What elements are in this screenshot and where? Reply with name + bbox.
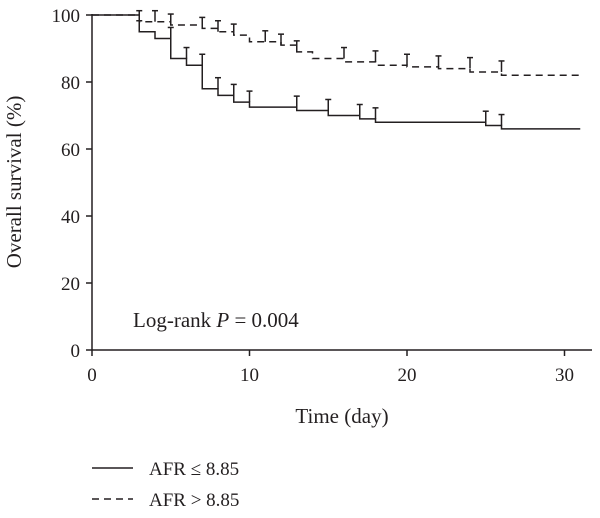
censor-mark-series-1: [215, 76, 221, 89]
censor-mark-series-2: [341, 46, 347, 59]
legend: AFR ≤ 8.85 AFR > 8.85: [92, 459, 239, 511]
x-tick-label: 0: [87, 365, 97, 386]
y-tick-label: 0: [71, 341, 81, 362]
y-tick-label: 40: [61, 207, 80, 228]
censor-mark-series-1: [167, 26, 174, 39]
censor-mark-series-2: [262, 30, 269, 42]
censor-mark-series-1: [199, 53, 206, 66]
series-line-1: [92, 14, 581, 130]
censor-mark-series-2: [230, 23, 237, 36]
y-tick-label: 100: [52, 6, 81, 27]
censor-mark-series-2: [467, 56, 473, 69]
censor-mark-series-1: [482, 110, 489, 123]
y-tick-label: 20: [61, 274, 80, 295]
censor-mark-series-2: [404, 53, 410, 66]
censor-mark-series-1: [372, 107, 379, 119]
y-axis-title: Overall survival (%): [2, 96, 26, 269]
censor-mark-series-2: [152, 9, 158, 22]
x-tick-label: 10: [240, 365, 259, 386]
censor-mark-series-1: [356, 103, 363, 116]
x-axis-title: Time (day): [295, 404, 388, 428]
censor-mark-series-2: [136, 9, 143, 22]
series-line-2: [92, 14, 581, 77]
censor-mark-series-1: [325, 98, 332, 111]
censor-mark-series-2: [293, 40, 300, 52]
legend-label-2: AFR > 8.85: [149, 490, 239, 511]
series-layer: [92, 9, 581, 130]
y-tick-label: 80: [61, 73, 80, 94]
x-tick-label: 20: [398, 365, 417, 386]
censor-mark-series-2: [372, 50, 379, 62]
censor-mark-series-1: [246, 90, 253, 103]
censor-mark-series-2: [215, 20, 221, 32]
censor-mark-series-2: [167, 13, 174, 26]
censor-mark-series-1: [498, 113, 505, 126]
x-tick-label: 30: [555, 365, 574, 386]
y-tick-label: 60: [61, 140, 80, 161]
censor-mark-series-1: [183, 46, 190, 59]
log-rank-annotation: Log-rank P = 0.004: [133, 308, 299, 332]
legend-label-1: AFR ≤ 8.85: [149, 459, 239, 480]
censor-mark-series-1: [230, 83, 237, 96]
censor-mark-series-2: [278, 33, 284, 46]
annotation-prefix: Log-rank: [133, 308, 216, 332]
censor-mark-series-2: [498, 60, 505, 72]
censor-mark-series-2: [199, 16, 206, 29]
y-ticks: 0 20 40 60 80 100: [52, 6, 92, 362]
annotation-suffix: = 0.004: [229, 308, 299, 332]
x-ticks: 0 10 20 30: [87, 350, 574, 386]
annotation-p-italic: P: [215, 308, 229, 332]
censor-mark-series-1: [293, 95, 300, 108]
censor-mark-series-2: [435, 55, 442, 67]
plot-area: 0 10 20 30 0 20 40 60 80 100 Log-rank P = 0.004: [52, 6, 592, 386]
